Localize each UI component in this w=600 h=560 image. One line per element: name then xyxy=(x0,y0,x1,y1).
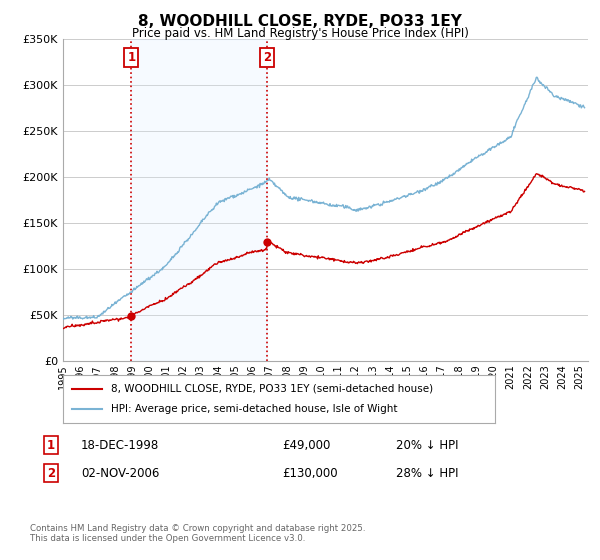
Bar xyxy=(131,39,267,361)
Text: 8, WOODHILL CLOSE, RYDE, PO33 1EY (semi-detached house): 8, WOODHILL CLOSE, RYDE, PO33 1EY (semi-… xyxy=(110,384,433,394)
Text: 1: 1 xyxy=(47,438,55,452)
Text: 2: 2 xyxy=(47,466,55,480)
Text: 28% ↓ HPI: 28% ↓ HPI xyxy=(396,466,458,480)
Text: 02-NOV-2006: 02-NOV-2006 xyxy=(81,466,160,480)
Text: 20% ↓ HPI: 20% ↓ HPI xyxy=(396,438,458,452)
Text: 18-DEC-1998: 18-DEC-1998 xyxy=(81,438,159,452)
Text: Price paid vs. HM Land Registry's House Price Index (HPI): Price paid vs. HM Land Registry's House … xyxy=(131,27,469,40)
Text: 8, WOODHILL CLOSE, RYDE, PO33 1EY: 8, WOODHILL CLOSE, RYDE, PO33 1EY xyxy=(138,14,462,29)
Text: £49,000: £49,000 xyxy=(282,438,331,452)
Text: 2: 2 xyxy=(263,51,271,64)
Text: Contains HM Land Registry data © Crown copyright and database right 2025.
This d: Contains HM Land Registry data © Crown c… xyxy=(30,524,365,543)
Text: HPI: Average price, semi-detached house, Isle of Wight: HPI: Average price, semi-detached house,… xyxy=(110,404,397,414)
Text: 1: 1 xyxy=(127,51,136,64)
Text: £130,000: £130,000 xyxy=(282,466,338,480)
